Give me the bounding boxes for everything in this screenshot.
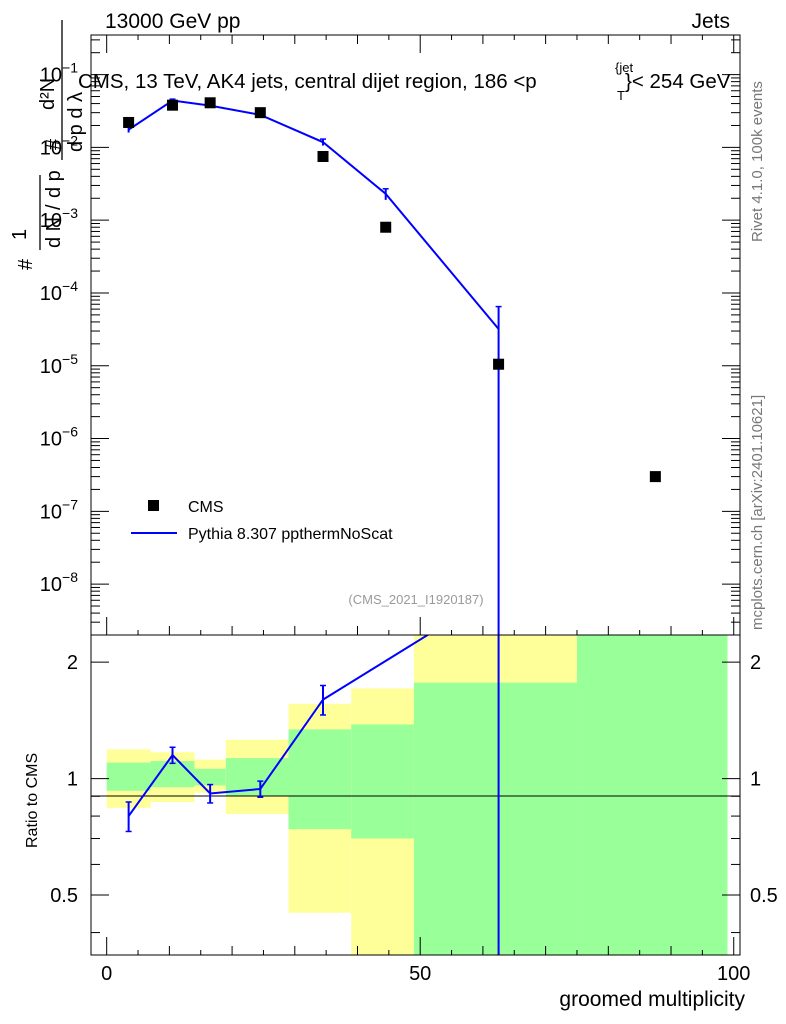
y-main-tick-label-5: 10−6 bbox=[40, 424, 78, 451]
axis-ticks bbox=[91, 35, 740, 955]
ratio-band-green-5 bbox=[351, 724, 414, 839]
y-main-tick-label-exp-0: −1 bbox=[62, 60, 78, 76]
ratio-mc-line bbox=[127, 635, 430, 817]
y-main-tick-label-exp-6: −7 bbox=[62, 496, 78, 512]
y-main-tick-label-4: 10−5 bbox=[40, 351, 78, 378]
ratio-band-green-1 bbox=[150, 761, 195, 788]
ratio-band-green-6 bbox=[413, 682, 577, 955]
y-main-tick-label-base-4: 10 bbox=[40, 356, 62, 378]
chart-title-superscript: {jet bbox=[615, 60, 633, 75]
ratio-y-axis-label: Ratio to CMS bbox=[24, 753, 41, 848]
y-main-tick-label-6: 10−7 bbox=[40, 496, 78, 523]
main-data-point-6 bbox=[493, 358, 505, 370]
legend: CMS Pythia 8.307 ppthermNoScat bbox=[131, 499, 393, 543]
y-ratio-tick-label-left-0: 0.5 bbox=[50, 885, 78, 907]
main-mc-line bbox=[128, 99, 500, 330]
analysis-watermark: (CMS_2021_I1920187) bbox=[348, 592, 483, 607]
header-energy-label: 13000 GeV pp bbox=[105, 10, 240, 33]
main-mc-series bbox=[125, 98, 502, 635]
y-label-dn: d N bbox=[43, 217, 65, 248]
ratio-plot-frame bbox=[90, 634, 741, 956]
y-main-tick-label-base-0: 10 bbox=[40, 65, 62, 87]
y-main-tick-label-base-6: 10 bbox=[40, 501, 62, 523]
y-ratio-tick-label-left-1: 1 bbox=[67, 769, 78, 791]
chart-title: CMS, 13 TeV, AK4 jets, central dijet reg… bbox=[78, 60, 731, 103]
x-axis-label: groomed multiplicity bbox=[559, 988, 745, 1011]
chart-title-subscript: T bbox=[617, 88, 625, 103]
y-main-tick-label-base-3: 10 bbox=[40, 283, 62, 305]
y-main-tick-label-base-7: 10 bbox=[40, 574, 62, 596]
ratio-band-green-4 bbox=[288, 729, 352, 830]
chart-title-main: CMS, 13 TeV, AK4 jets, central dijet reg… bbox=[78, 70, 537, 93]
y-main-tick-label-base-1: 10 bbox=[40, 137, 62, 159]
ratio-uncertainty-bands bbox=[106, 635, 728, 955]
mcplots-url-label: mcplots.cern.ch [arXiv:2401.10621] bbox=[749, 395, 766, 630]
y-label-hash-1: # bbox=[15, 258, 37, 270]
y-label-hash-2: # bbox=[43, 138, 65, 150]
ratio-mc-series bbox=[125, 635, 500, 955]
main-data-point-7 bbox=[649, 471, 661, 483]
y-label-one: 1 bbox=[9, 229, 31, 240]
ratio-band-green-0 bbox=[106, 762, 151, 791]
rivet-version-label: Rivet 4.1.0, 100k events bbox=[749, 81, 766, 242]
main-data-point-1 bbox=[167, 99, 179, 111]
main-data-point-3 bbox=[254, 107, 266, 119]
y-label-dpt-dlambda: d p d λ bbox=[65, 92, 87, 152]
y-main-tick-label-exp-3: −4 bbox=[62, 278, 78, 294]
y-ratio-tick-label-left-2: 2 bbox=[67, 652, 78, 674]
y-main-tick-label-0: 10−1 bbox=[40, 60, 78, 87]
axis-tick-labels: 0 50 10010−110−210−310−410−510−610−710−80.… bbox=[40, 60, 778, 985]
x-tick-label-50: 50 bbox=[409, 963, 431, 985]
y-main-tick-label-exp-7: −8 bbox=[62, 569, 78, 585]
legend-cms-label: CMS bbox=[188, 499, 224, 516]
y-main-tick-label-2: 10−3 bbox=[40, 205, 78, 232]
y-main-tick-label-3: 10−4 bbox=[40, 278, 78, 305]
x-tick-label-100: 100 bbox=[717, 963, 750, 985]
y-main-tick-label-exp-5: −6 bbox=[62, 424, 78, 440]
header-process-label: Jets bbox=[691, 10, 730, 33]
ratio-band-green-2 bbox=[194, 768, 226, 786]
main-plot-frame bbox=[90, 34, 741, 636]
y-main-tick-label-base-5: 10 bbox=[40, 429, 62, 451]
main-data-point-2 bbox=[204, 97, 216, 109]
y-ratio-tick-label-right-1: 1 bbox=[750, 769, 761, 791]
y-main-tick-label-7: 10−8 bbox=[40, 569, 78, 596]
y-label-d2n: d²N bbox=[37, 78, 59, 110]
chart-title-tail: }< 254 GeV bbox=[625, 70, 731, 93]
y-axis-label-main: # 1 d N / d p # d²N d p d λ bbox=[9, 20, 87, 270]
legend-cms-marker bbox=[148, 500, 159, 511]
legend-pythia-label: Pythia 8.307 ppthermNoScat bbox=[188, 526, 393, 543]
y-label-slash: / bbox=[43, 204, 65, 210]
y-main-tick-label-exp-4: −5 bbox=[62, 351, 78, 367]
y-main-tick-label-base-2: 10 bbox=[40, 210, 62, 232]
y-ratio-tick-label-right-0: 0.5 bbox=[750, 885, 778, 907]
main-data-point-0 bbox=[123, 116, 135, 128]
main-data-series bbox=[123, 97, 661, 483]
ratio-band-green-7 bbox=[576, 635, 728, 955]
main-data-point-5 bbox=[380, 221, 392, 233]
x-tick-label-0: 0 bbox=[101, 963, 112, 985]
main-data-point-4 bbox=[317, 150, 329, 162]
y-ratio-tick-label-right-2: 2 bbox=[750, 652, 761, 674]
y-main-tick-label-exp-2: −3 bbox=[62, 205, 78, 221]
y-label-dp: d p bbox=[43, 170, 65, 198]
y-main-tick-label-1: 10−2 bbox=[40, 132, 78, 159]
y-main-tick-label-exp-1: −2 bbox=[62, 132, 78, 148]
